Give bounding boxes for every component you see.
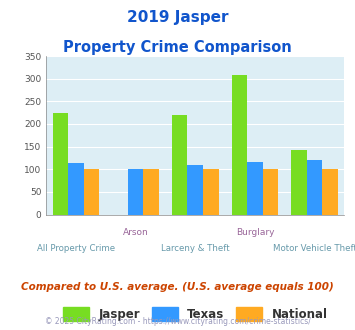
- Bar: [231, 75, 247, 214]
- Text: Motor Vehicle Theft: Motor Vehicle Theft: [273, 244, 355, 253]
- Bar: [203, 169, 219, 214]
- Text: 2019 Jasper: 2019 Jasper: [127, 10, 228, 25]
- Text: Larceny & Theft: Larceny & Theft: [161, 244, 230, 253]
- Text: Property Crime Comparison: Property Crime Comparison: [63, 40, 292, 54]
- Text: Arson: Arson: [123, 228, 148, 237]
- Bar: [68, 163, 84, 214]
- Bar: [322, 169, 338, 214]
- Text: © 2025 CityRating.com - https://www.cityrating.com/crime-statistics/: © 2025 CityRating.com - https://www.city…: [45, 317, 310, 326]
- Bar: [128, 169, 143, 214]
- Text: Compared to U.S. average. (U.S. average equals 100): Compared to U.S. average. (U.S. average …: [21, 282, 334, 292]
- Bar: [187, 165, 203, 214]
- Bar: [247, 162, 263, 214]
- Bar: [291, 150, 307, 214]
- Text: All Property Crime: All Property Crime: [37, 244, 115, 253]
- Bar: [53, 113, 68, 214]
- Bar: [172, 115, 187, 214]
- Bar: [84, 169, 99, 214]
- Text: Burglary: Burglary: [236, 228, 274, 237]
- Bar: [143, 169, 159, 214]
- Bar: [307, 160, 322, 214]
- Bar: [263, 169, 278, 214]
- Legend: Jasper, Texas, National: Jasper, Texas, National: [58, 303, 332, 326]
